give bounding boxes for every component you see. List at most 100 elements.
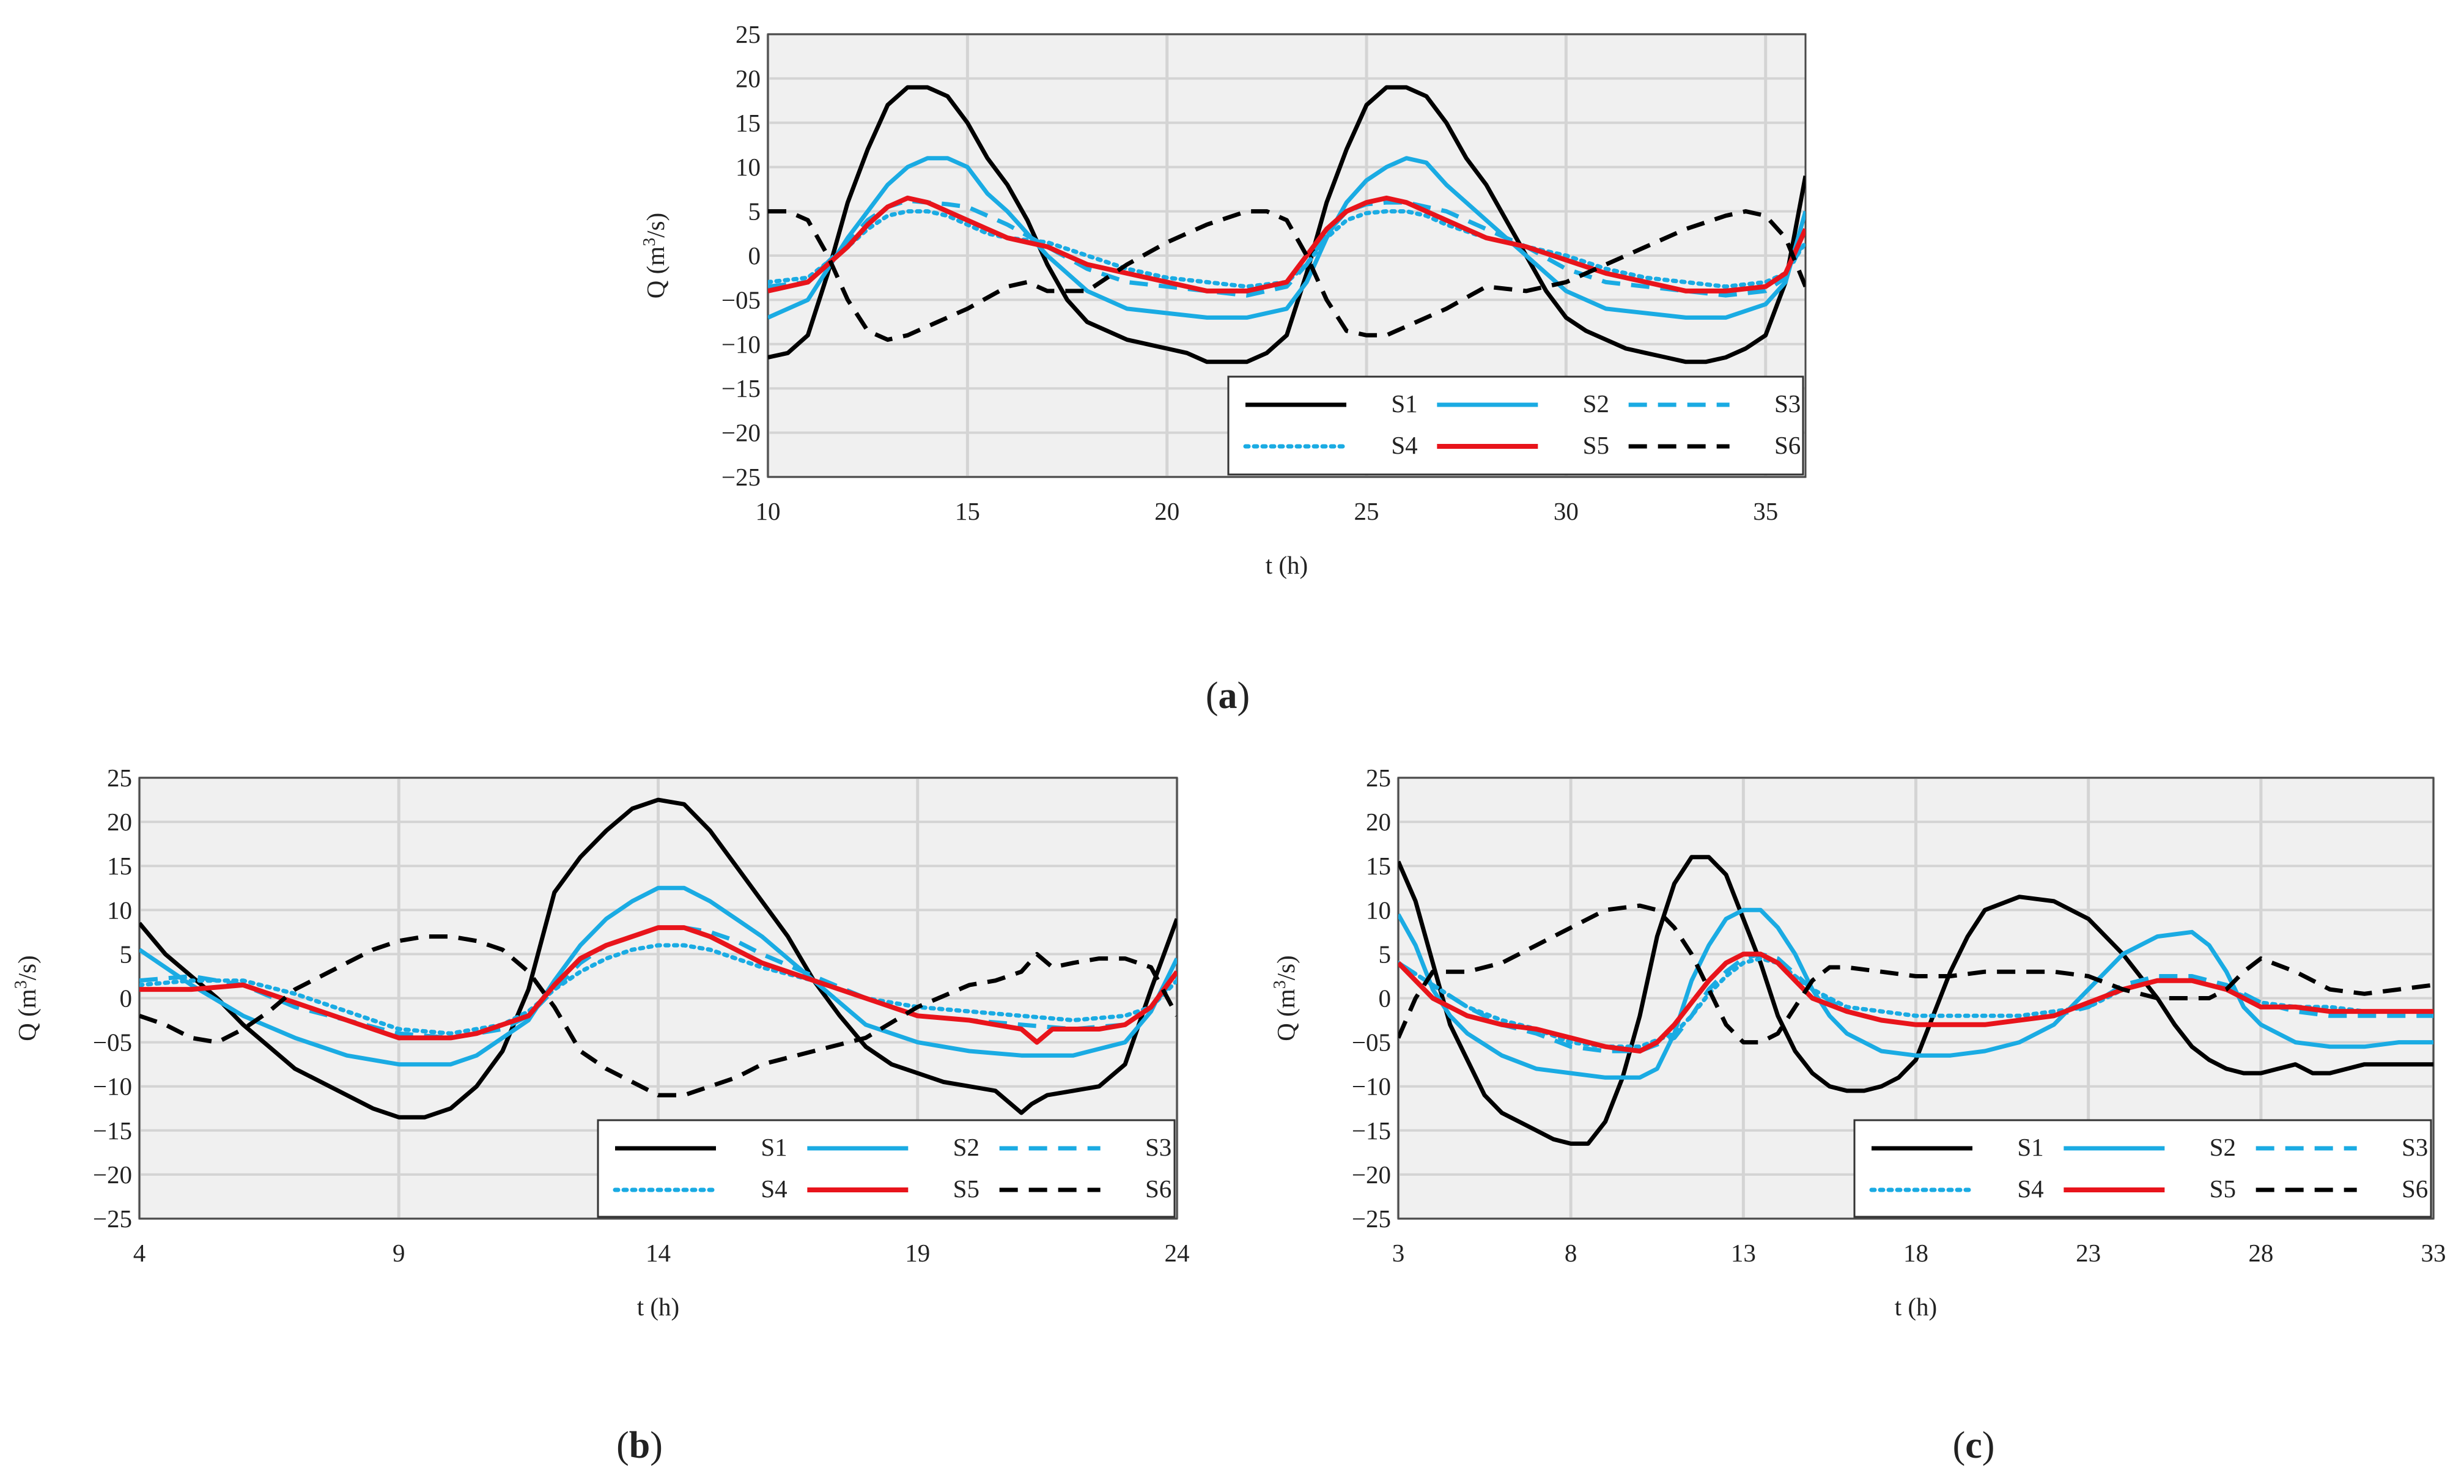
y-tick-label: −05 [93, 1028, 132, 1057]
x-axis-label: t (h) [1895, 1293, 1937, 1321]
y-tick-label: −10 [1352, 1072, 1391, 1101]
legend: S1 S2 S3 S4 S5 S6 [597, 1119, 1176, 1218]
y-tick-label: 25 [736, 20, 761, 48]
panel-c-chart: 25 20 15 10 5 0 −05 −10 −15 −20 −253 8 13 18 23 28 33 t (… [1271, 764, 2446, 1321]
y-tick-label: 20 [107, 808, 132, 836]
legend-label-s6: S6 [1145, 1175, 1171, 1203]
series-line-s6 [139, 934, 1177, 1098]
series-line-s4 [139, 943, 1177, 1036]
series-line-s1 [1398, 855, 2433, 1146]
y-tick-label: 0 [120, 984, 133, 1013]
legend-label-s3: S3 [1774, 389, 1801, 418]
legend-label-s5: S5 [2210, 1175, 2236, 1203]
y-tick-label: −10 [93, 1072, 132, 1101]
legend-label-s4: S4 [761, 1175, 787, 1203]
series-line-s2 [768, 156, 1806, 320]
legend-label-s1: S1 [761, 1133, 787, 1161]
series-line-s5 [139, 925, 1177, 1045]
y-tick-label: −05 [1352, 1028, 1391, 1057]
x-tick-label: 14 [646, 1239, 671, 1267]
series-line-s6 [1398, 903, 2433, 1045]
y-tick-label: −15 [1352, 1117, 1391, 1145]
y-tick-label: 20 [736, 64, 761, 92]
y-tick-label: 5 [1379, 940, 1392, 968]
legend: S1 S2 S3 S4 S5 S6 [1227, 375, 1804, 476]
plot-border [138, 777, 1178, 1220]
y-tick-label: 10 [107, 896, 132, 924]
y-tick-label: −20 [721, 419, 761, 447]
legend-label-s3: S3 [2402, 1133, 2428, 1161]
x-tick-label: 23 [2076, 1239, 2101, 1267]
x-tick-label: 9 [393, 1239, 405, 1267]
series-line-s1 [768, 85, 1806, 364]
y-tick-label: 15 [107, 852, 132, 880]
x-tick-label: 20 [1154, 497, 1179, 525]
series-line-s1 [139, 797, 1177, 1120]
x-tick-label: 3 [1392, 1239, 1405, 1267]
y-tick-label: 20 [1366, 808, 1391, 836]
y-tick-label: 15 [1366, 852, 1391, 880]
x-tick-label: 15 [955, 497, 980, 525]
series-line-s5 [1398, 951, 2433, 1054]
panel-b-caption: (b) [616, 1425, 663, 1466]
x-tick-label: 18 [1903, 1239, 1928, 1267]
x-axis-label: t (h) [637, 1293, 679, 1321]
legend-label-s6: S6 [1774, 431, 1801, 459]
panel-a-caption: (a) [1206, 675, 1250, 717]
y-tick-label: 10 [1366, 896, 1391, 924]
legend-label-s4: S4 [1391, 431, 1417, 459]
legend-label-s3: S3 [1145, 1133, 1171, 1161]
y-tick-label: 25 [1366, 764, 1391, 792]
legend: S1 S2 S3 S4 S5 S6 [1853, 1119, 2432, 1218]
legend-box [1853, 1119, 2432, 1218]
y-tick-label: −25 [721, 463, 761, 491]
y-tick-label: −05 [721, 286, 761, 314]
legend-label-s2: S2 [1583, 389, 1609, 418]
panel-b-chart: 25 20 15 10 5 0 −05 −10 −15 −20 −254 9 14 19 24 t (h) Q … [12, 764, 1190, 1321]
x-tick-label: 24 [1165, 1239, 1190, 1267]
x-tick-label: 35 [1753, 497, 1778, 525]
y-tick-label: 15 [736, 109, 761, 137]
x-tick-label: 10 [756, 497, 781, 525]
legend-label-s4: S4 [2017, 1175, 2043, 1203]
y-tick-label: −15 [93, 1117, 132, 1145]
legend-label-s1: S1 [2017, 1133, 2043, 1161]
y-tick-label: 0 [748, 242, 761, 270]
legend-label-s2: S2 [2210, 1133, 2236, 1161]
legend-label-s2: S2 [953, 1133, 979, 1161]
x-tick-label: 19 [905, 1239, 930, 1267]
y-axis-label: Q (m3/s) [12, 955, 42, 1041]
series-line-s5 [768, 195, 1806, 293]
y-tick-label: 5 [120, 940, 133, 968]
x-axis-label: t (h) [1266, 551, 1308, 579]
y-tick-label: −25 [93, 1205, 132, 1233]
plot-border [1397, 777, 2435, 1220]
series-line-s2 [139, 885, 1177, 1067]
plot-border [767, 33, 1807, 478]
series-line-s4 [768, 209, 1806, 289]
x-tick-label: 25 [1354, 497, 1379, 525]
y-tick-label: −10 [721, 330, 761, 358]
x-tick-label: 30 [1554, 497, 1579, 525]
y-tick-label: −15 [721, 374, 761, 402]
x-tick-label: 28 [2248, 1239, 2273, 1267]
legend-label-s5: S5 [953, 1175, 979, 1203]
y-tick-label: −20 [93, 1161, 132, 1189]
y-axis-label: Q (m3/s) [1271, 955, 1300, 1041]
y-tick-label: 0 [1379, 984, 1392, 1013]
x-tick-label: 4 [133, 1239, 146, 1267]
legend-label-s1: S1 [1391, 389, 1417, 418]
legend-label-s6: S6 [2402, 1175, 2428, 1203]
x-tick-label: 13 [1731, 1239, 1756, 1267]
panel-c-caption: (c) [1953, 1425, 1995, 1466]
x-tick-label: 33 [2421, 1239, 2446, 1267]
x-tick-label: 8 [1565, 1239, 1577, 1267]
y-tick-label: 10 [736, 153, 761, 181]
y-tick-label: 5 [748, 197, 761, 226]
y-tick-label: 25 [107, 764, 132, 792]
y-axis-label: Q (m3/s) [640, 213, 670, 298]
series-line-s6 [768, 209, 1806, 342]
y-tick-label: −25 [1352, 1205, 1391, 1233]
legend-label-s5: S5 [1583, 431, 1609, 459]
